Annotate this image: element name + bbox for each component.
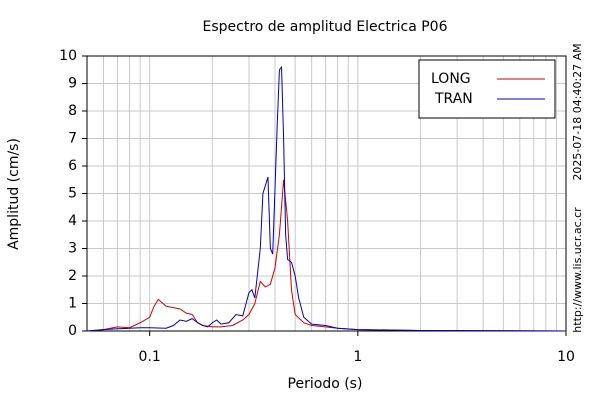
chart-title: Espectro de amplitud Electrica P06 — [203, 19, 448, 35]
plot-frame — [86, 55, 567, 332]
y-tick-label: 6 — [68, 158, 77, 174]
y-tick-label: 0 — [68, 323, 77, 339]
y-tick-label: 8 — [68, 103, 77, 119]
source-url: http://www.lis.ucr.ac.cr — [571, 207, 584, 333]
legend-label: TRAN — [434, 91, 473, 107]
y-tick-label: 2 — [68, 268, 77, 284]
x-tick-label: 10 — [557, 349, 575, 365]
y-tick-label: 1 — [68, 296, 77, 312]
y-tick-label: 3 — [68, 241, 77, 257]
y-axis-label: Amplitud (cm/s) — [6, 138, 22, 250]
series-line — [86, 179, 567, 332]
legend-label: LONG — [431, 71, 471, 87]
y-tick-label: 4 — [68, 213, 77, 229]
x-axis-label: Periodo (s) — [288, 376, 363, 392]
y-tick-label: 7 — [68, 131, 77, 147]
x-tick-label: 1 — [353, 349, 362, 365]
y-tick-label: 9 — [68, 76, 77, 92]
y-tick-label: 5 — [68, 186, 77, 202]
timestamp: 2025-07-18 04:40:27 AM — [571, 43, 584, 180]
y-tick-label: 10 — [59, 48, 77, 64]
legend-box — [418, 59, 556, 119]
x-tick-label: 0.1 — [139, 349, 161, 365]
series-line — [86, 65, 567, 332]
